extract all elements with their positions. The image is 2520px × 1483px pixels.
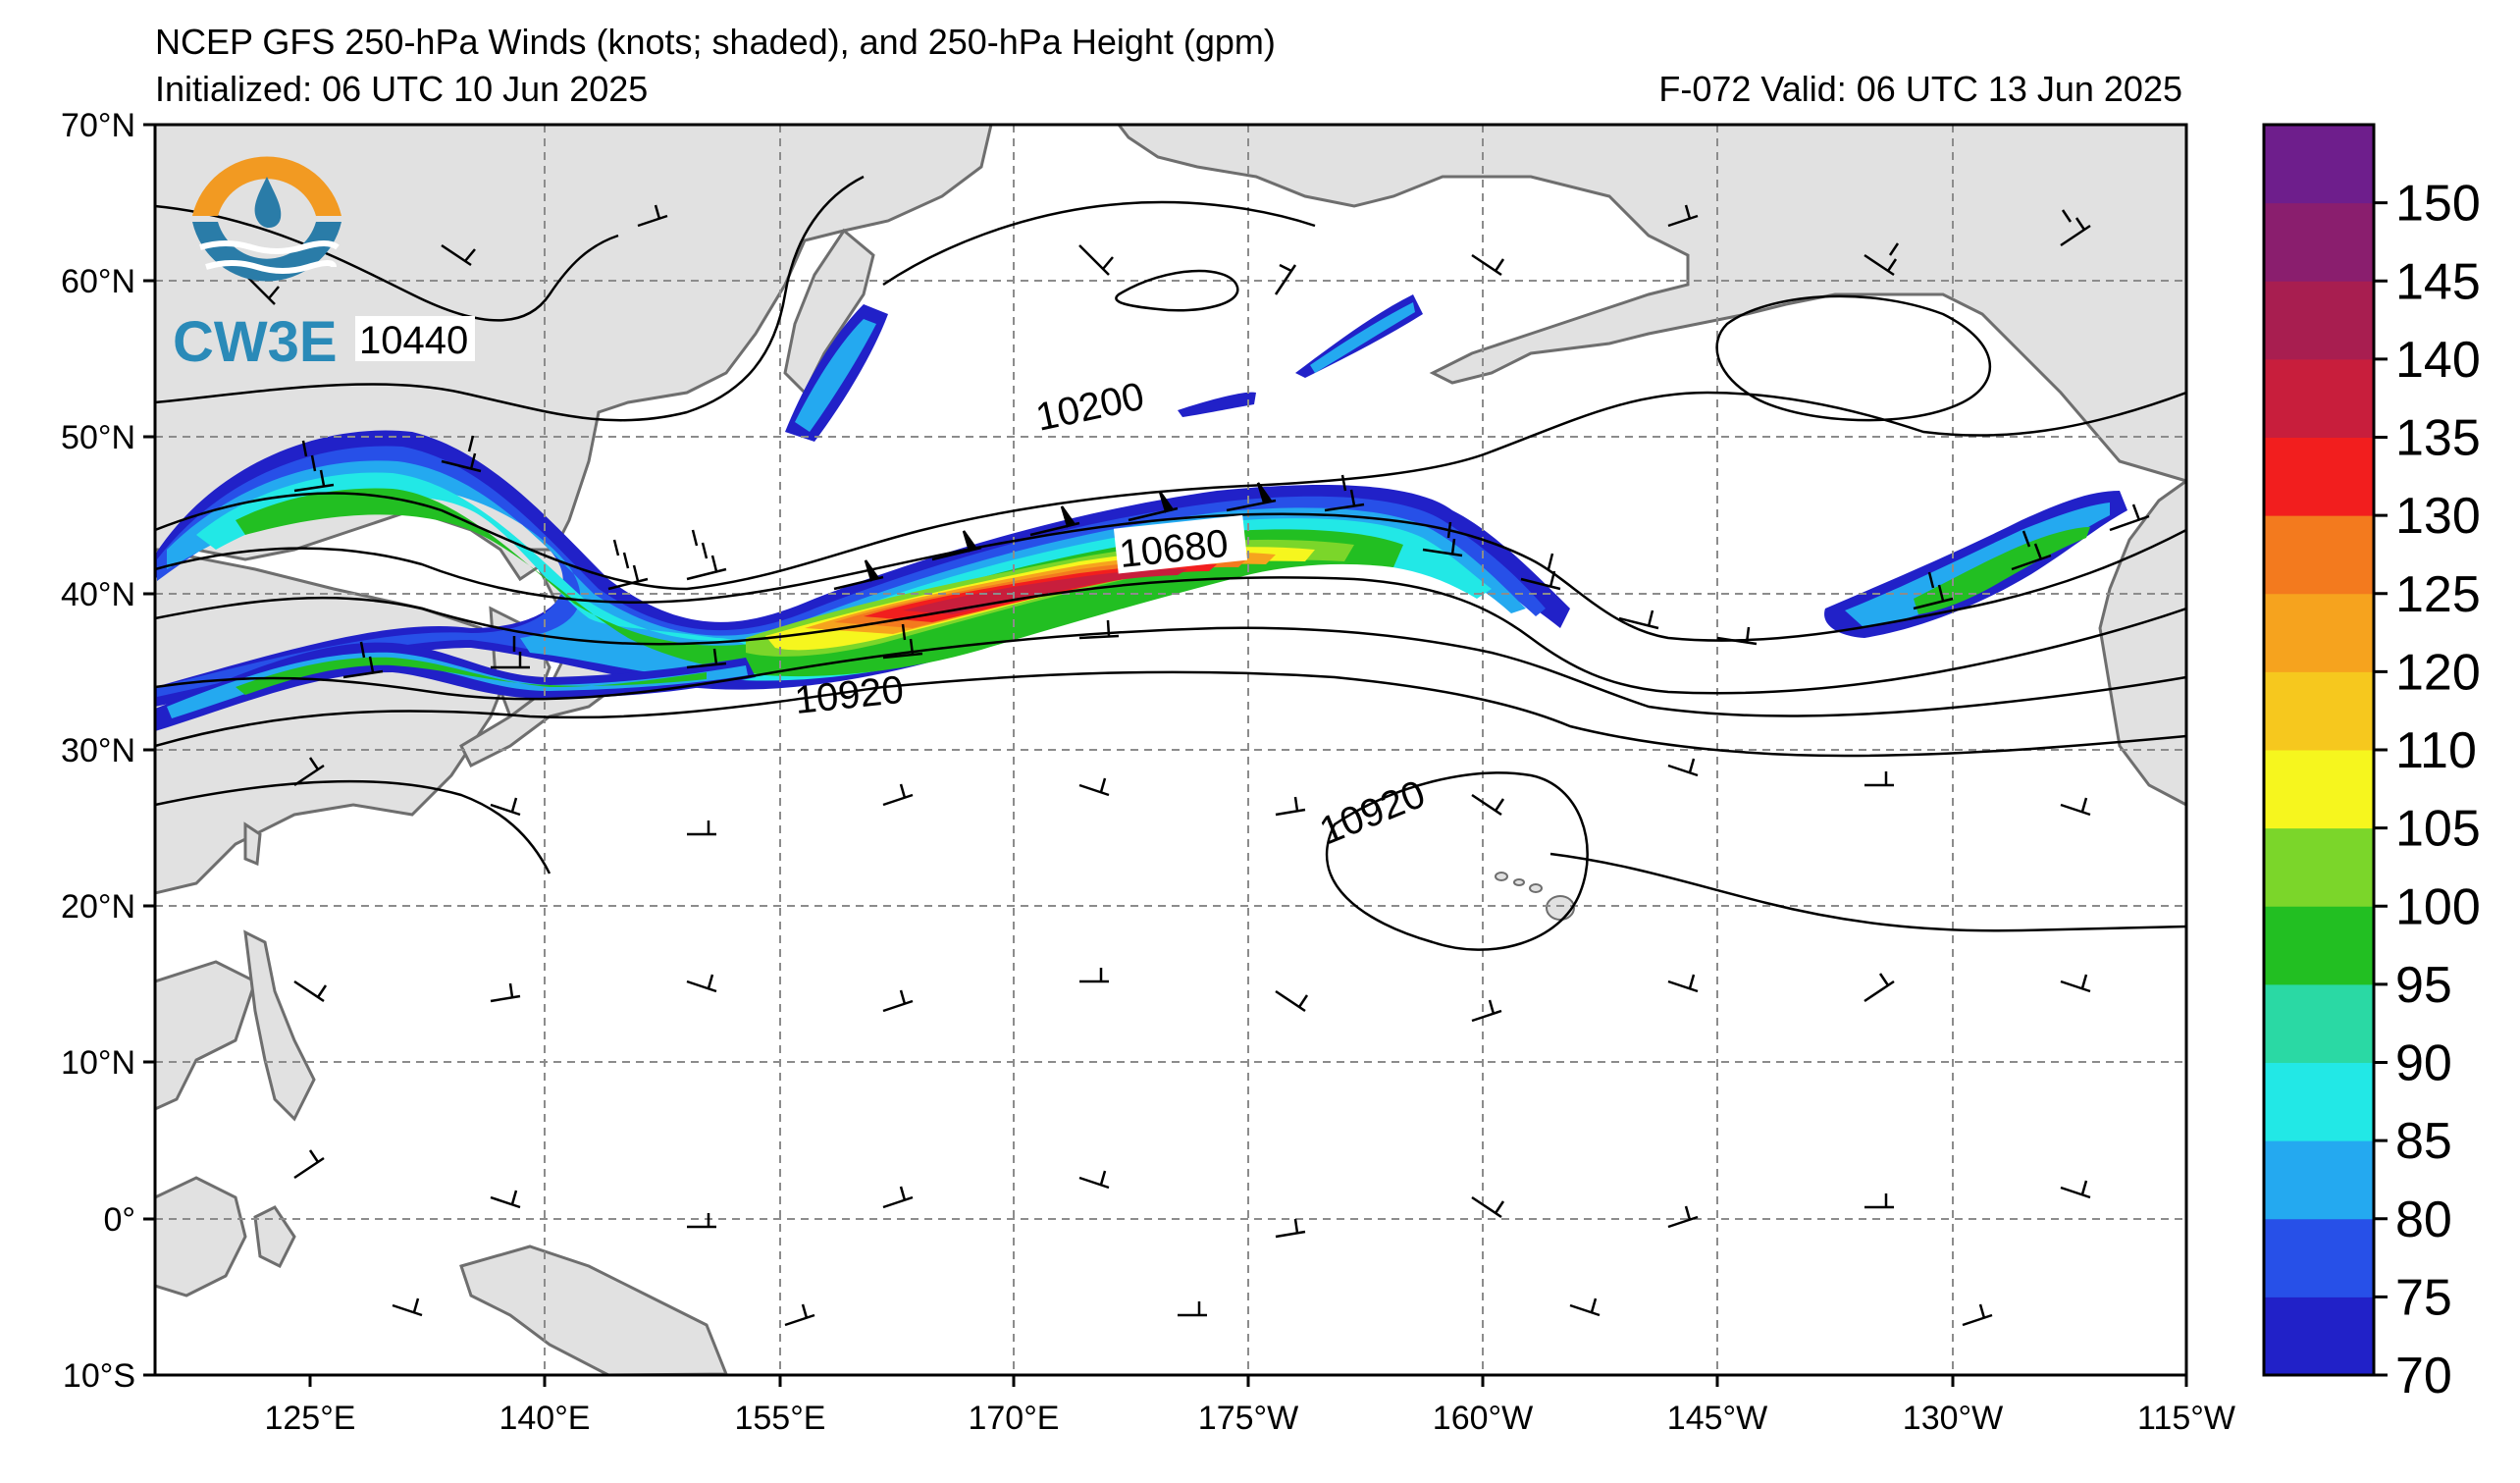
colorbar-swatch	[2264, 983, 2374, 1063]
colorbar-swatch	[2264, 671, 2374, 751]
colorbar-swatch	[2264, 281, 2374, 360]
colorbar-swatch	[2264, 437, 2374, 516]
colorbar-swatch	[2264, 593, 2374, 672]
wind-shading	[155, 294, 2127, 731]
lat-label: 70°N	[61, 107, 135, 144]
colorbar-label: 150	[2395, 176, 2481, 233]
lon-label: 155°E	[734, 1400, 825, 1437]
lat-label: 10°S	[63, 1357, 135, 1395]
lat-label: 20°N	[61, 888, 135, 926]
colorbar-label: 110	[2395, 722, 2477, 779]
colorbar-label: 100	[2395, 878, 2481, 935]
latitude-labels: 70°N 60°N 50°N 40°N 30°N 20°N 10°N 0° 10…	[61, 107, 135, 1395]
lon-label: 130°W	[1903, 1400, 2003, 1437]
lon-label: 115°W	[2137, 1400, 2235, 1437]
colorbar-label: 85	[2395, 1113, 2452, 1170]
colorbar-ticks: 70 75 80 85 90 95 100 105 110 120 125 130 135 140 145 1…	[2374, 176, 2481, 1404]
lon-label: 175°W	[1198, 1400, 1298, 1437]
height-contours	[155, 175, 2186, 951]
colorbar-label: 125	[2395, 566, 2481, 623]
lon-label: 145°W	[1667, 1400, 1767, 1437]
colorbar-swatch	[2264, 1297, 2374, 1376]
lat-label: 0°	[103, 1201, 135, 1239]
lat-label: 40°N	[61, 576, 135, 613]
colorbar-swatch	[2264, 1218, 2374, 1298]
colorbar-swatch	[2264, 750, 2374, 829]
contour-label: 10440	[359, 319, 468, 362]
lon-label: 125°E	[264, 1400, 355, 1437]
colorbar-label: 120	[2395, 644, 2481, 701]
colorbar: 70 75 80 85 90 95 100 105 110 120 125 130 135 140 145 1…	[2262, 123, 2481, 1404]
colorbar-swatches	[2264, 125, 2374, 1376]
map-title: NCEP GFS 250-hPa Winds (knots; shaded), …	[155, 22, 1276, 62]
contour-label-bg	[355, 316, 475, 361]
colorbar-label: 105	[2395, 801, 2481, 858]
contour-label-bg	[1113, 514, 1248, 574]
wind-barbs	[244, 204, 2150, 1327]
lat-label: 60°N	[61, 263, 135, 300]
lon-label: 140°E	[499, 1400, 590, 1437]
colorbar-swatch	[2264, 906, 2374, 985]
colorbar-label: 90	[2395, 1035, 2452, 1092]
colorbar-swatch	[2264, 515, 2374, 595]
lat-label: 10°N	[61, 1044, 135, 1082]
latitude-axis	[143, 123, 155, 1377]
lat-label: 30°N	[61, 732, 135, 769]
longitude-axis	[308, 1375, 2188, 1387]
colorbar-label: 135	[2395, 410, 2481, 467]
cw3e-logo: CW3E	[173, 156, 341, 374]
lon-label: 160°W	[1433, 1400, 1533, 1437]
lat-label: 50°N	[61, 419, 135, 456]
logo-text: CW3E	[173, 310, 338, 374]
colorbar-label: 80	[2395, 1192, 2452, 1248]
colorbar-label: 95	[2395, 957, 2452, 1014]
colorbar-swatch	[2264, 827, 2374, 907]
colorbar-label: 75	[2395, 1269, 2452, 1326]
lon-label: 170°E	[968, 1400, 1059, 1437]
colorbar-label: 130	[2395, 488, 2481, 545]
colorbar-swatch	[2264, 202, 2374, 282]
graticule	[155, 125, 2186, 1375]
colorbar-swatch	[2264, 125, 2374, 204]
colorbar-label: 70	[2395, 1348, 2452, 1404]
colorbar-label: 140	[2395, 332, 2481, 389]
longitude-labels: 125°E 140°E 155°E 170°E 175°W 160°W 145°…	[264, 1400, 2234, 1437]
colorbar-swatch	[2264, 358, 2374, 438]
valid-time: F-072 Valid: 06 UTC 13 Jun 2025	[1658, 69, 2182, 109]
colorbar-swatch	[2264, 1062, 2374, 1141]
initialized-time: Initialized: 06 UTC 10 Jun 2025	[155, 69, 649, 109]
colorbar-label: 145	[2395, 253, 2481, 310]
colorbar-swatch	[2264, 1140, 2374, 1220]
